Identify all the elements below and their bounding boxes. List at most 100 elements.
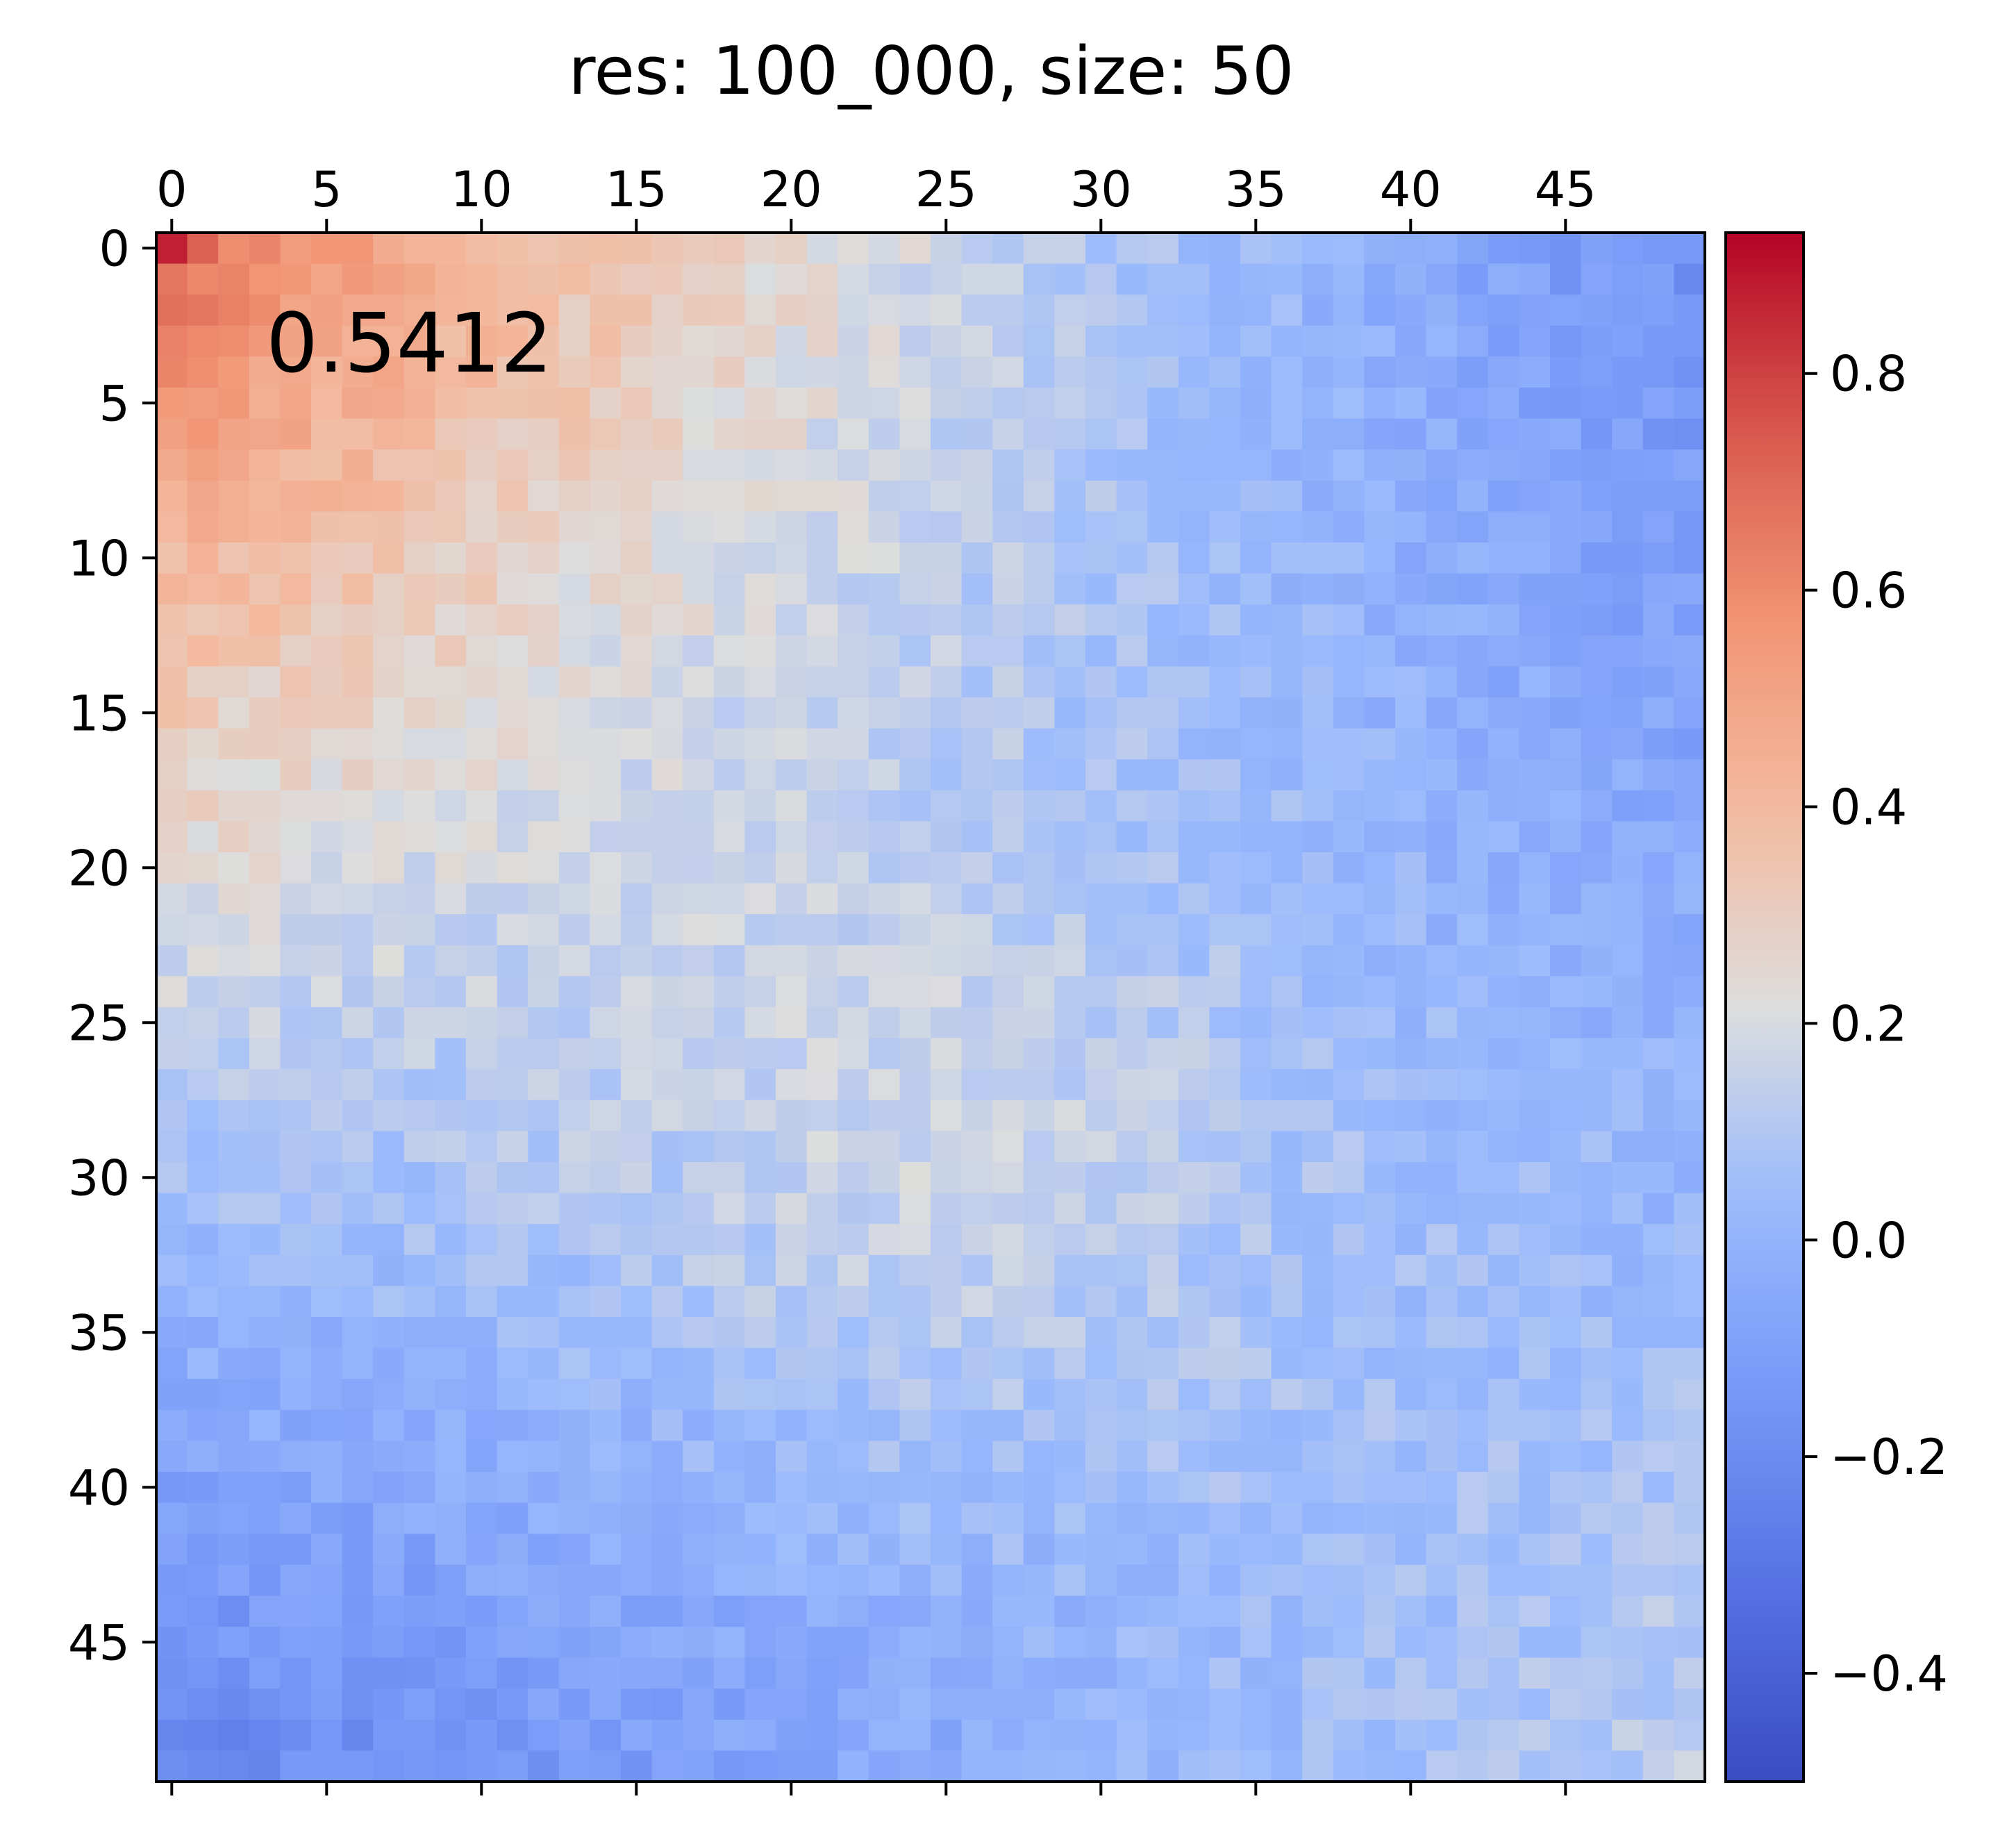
heatmap-cell [1364,1224,1396,1256]
heatmap-cell [403,480,435,512]
heatmap-cell [621,418,653,450]
heatmap-cell [1581,759,1613,791]
heatmap-cell [1271,1595,1303,1627]
heatmap-cell [1550,1564,1582,1596]
heatmap-cell [1302,1224,1334,1256]
heatmap-cell [744,1007,776,1039]
heatmap-cell [342,697,374,729]
heatmap-cell [806,1595,838,1627]
heatmap-cell [590,1564,622,1596]
heatmap-cell [373,1627,405,1659]
heatmap-cell [992,1317,1024,1349]
heatmap-cell [1116,480,1148,512]
heatmap-cell [558,1502,590,1534]
heatmap-cell [497,821,528,853]
heatmap-cell [713,1069,745,1101]
heatmap-cell [1642,604,1674,636]
heatmap-cell [1209,852,1241,884]
heatmap-cell [590,1317,622,1349]
heatmap-cell [1178,852,1210,884]
heatmap-cell [1674,604,1706,636]
heatmap-cell [868,1007,900,1039]
heatmap-cell [1209,1286,1241,1318]
heatmap-cell [1178,914,1210,946]
heatmap-cell [1271,852,1303,884]
heatmap-cell [1240,728,1272,760]
heatmap-cell [1488,1317,1519,1349]
heatmap-cell [558,759,590,791]
heatmap-cell [1116,1162,1148,1194]
heatmap-cell [280,697,312,729]
heatmap-cell [961,1254,993,1286]
heatmap-cell [1364,790,1396,822]
heatmap-cell [528,1224,560,1256]
heatmap-cell [1612,480,1644,512]
heatmap-cell [528,1409,560,1441]
heatmap-cell [403,1750,435,1782]
heatmap-cell [1457,821,1489,853]
heatmap-cell [1085,976,1117,1008]
heatmap-cell [1457,1502,1489,1534]
heatmap-cell [744,356,776,388]
heatmap-cell [1054,1689,1086,1720]
heatmap-cell [373,295,405,326]
heatmap-cell [992,728,1024,760]
heatmap-cell [744,976,776,1008]
heatmap-cell [961,604,993,636]
heatmap-cell [590,1750,622,1782]
heatmap-cell [373,697,405,729]
heatmap-cell [744,1627,776,1659]
heatmap-cell [435,1286,467,1318]
heatmap-cell [280,356,312,388]
heatmap-cell [1519,388,1551,420]
heatmap-cell [1364,1719,1396,1751]
heatmap-cell [931,1254,963,1286]
heatmap-cell [1519,1502,1551,1534]
heatmap-cell [590,1193,622,1225]
heatmap-cell [992,480,1024,512]
heatmap-cell [590,1472,622,1504]
heatmap-cell [806,542,838,574]
heatmap-cell [992,790,1024,822]
heatmap-cell [373,1719,405,1751]
heatmap-cell [1054,635,1086,667]
heatmap-cell [1426,1100,1458,1131]
heatmap-cell [713,604,745,636]
heatmap-cell [218,914,250,946]
heatmap-cell [1302,635,1334,667]
heatmap-cell [1209,697,1241,729]
heatmap-cell [1085,1502,1117,1534]
heatmap-cell [497,1472,528,1504]
heatmap-cell [1333,945,1365,977]
heatmap-cell [776,1100,808,1131]
heatmap-cell [1426,233,1458,265]
heatmap-cell [1271,914,1303,946]
heatmap-cell [713,1007,745,1039]
heatmap-cell [249,635,281,667]
heatmap-cell [558,945,590,977]
heatmap-cell [1674,697,1706,729]
heatmap-cell [280,1038,312,1070]
heatmap-cell [1333,697,1365,729]
heatmap-cell [1364,542,1396,574]
heatmap-cell [1333,1409,1365,1441]
heatmap-cell [1581,1379,1613,1411]
heatmap-cell [528,1627,560,1659]
heatmap-cell [1116,1534,1148,1566]
heatmap-cell [497,604,528,636]
heatmap-cell [1364,233,1396,265]
heatmap-cell [961,666,993,698]
heatmap-cell [218,233,250,265]
heatmap-cell [466,604,498,636]
heatmap-cell [497,1069,528,1101]
heatmap-cell [1364,356,1396,388]
heatmap-cell [1209,1038,1241,1070]
heatmap-cell [868,1317,900,1349]
heatmap-cell [776,1379,808,1411]
heatmap-cell [156,604,188,636]
heatmap-cell [1519,1069,1551,1101]
heatmap-cell [1085,1317,1117,1349]
heatmap-cell [1457,1689,1489,1720]
heatmap-cell [744,759,776,791]
heatmap-cell [156,573,188,605]
